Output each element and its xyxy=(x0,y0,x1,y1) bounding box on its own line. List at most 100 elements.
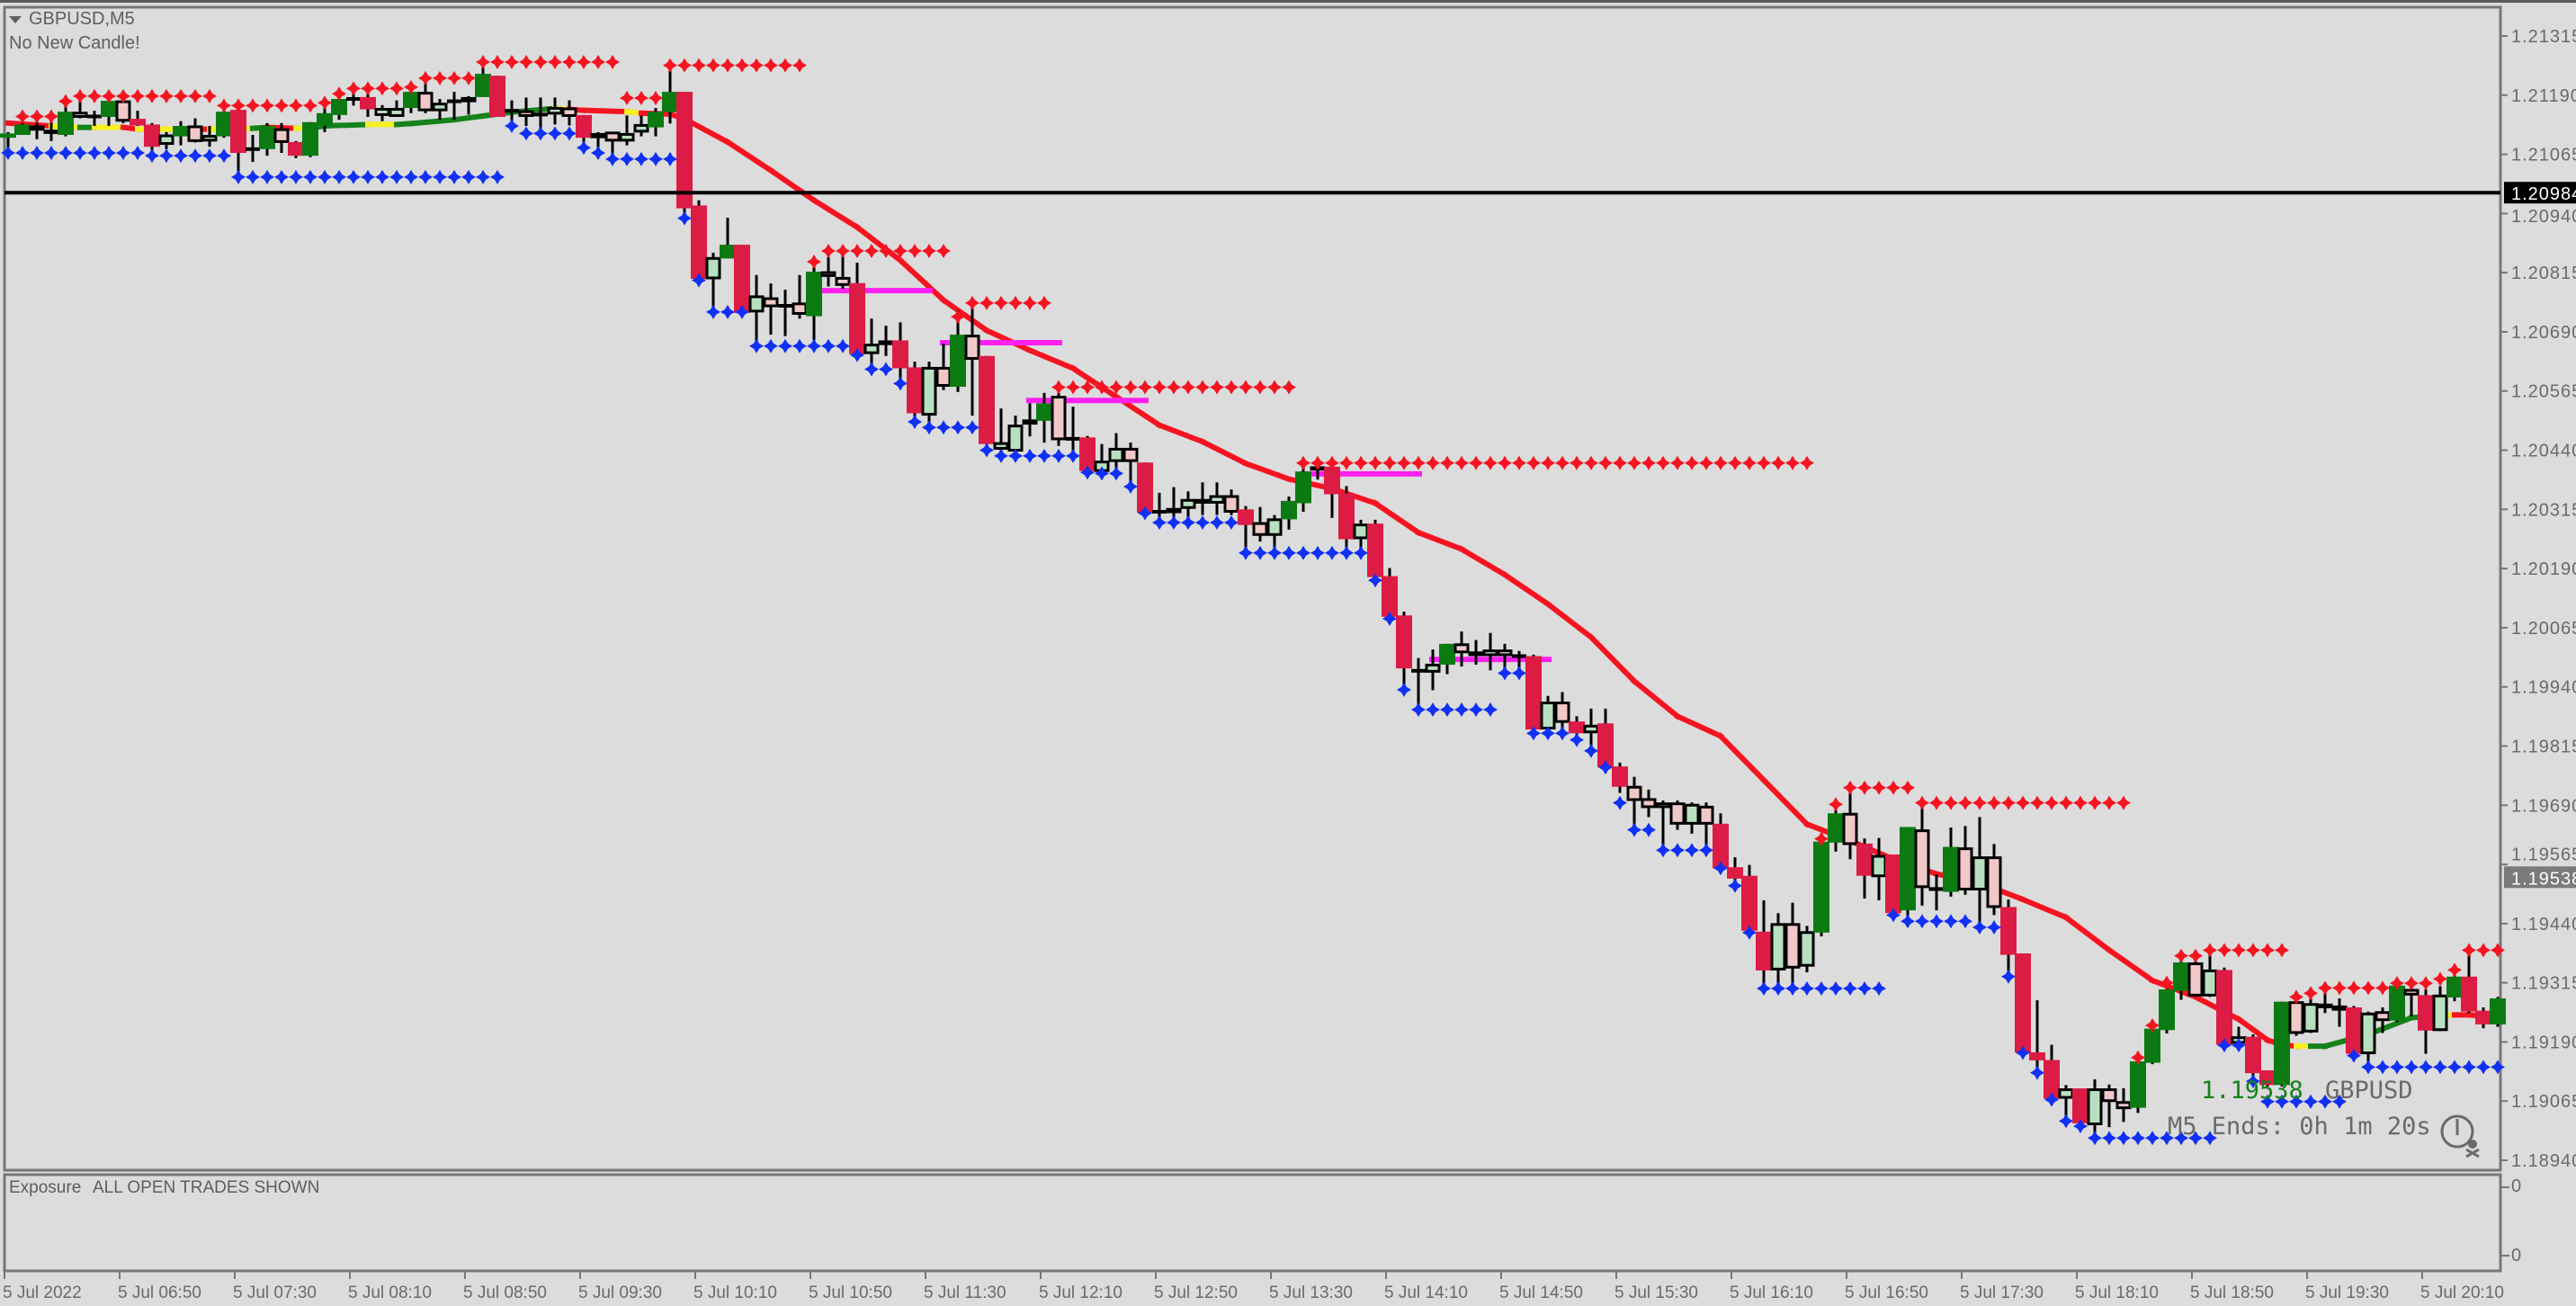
upper-dot xyxy=(663,58,677,73)
lower-dot xyxy=(289,169,303,184)
time-axis-label: 5 Jul 06:50 xyxy=(118,1284,201,1302)
upper-dot xyxy=(44,109,58,124)
candle-body xyxy=(892,340,908,369)
candle-body xyxy=(58,112,74,135)
upper-dot xyxy=(130,88,145,103)
upper-dot xyxy=(1339,455,1354,470)
lower-dot xyxy=(951,420,965,435)
moving-average-segment xyxy=(939,296,991,335)
skull-icon xyxy=(2468,1140,2477,1149)
lower-dot xyxy=(562,126,577,141)
candle xyxy=(1713,813,1729,871)
time-axis-label: 5 Jul 12:10 xyxy=(1039,1284,1123,1302)
upper-dot xyxy=(2375,980,2390,996)
candle xyxy=(2259,1070,2276,1087)
time-axis-label: 5 Jul 17:30 xyxy=(1960,1284,2044,1302)
upper-dot xyxy=(1570,455,1584,470)
candle-body xyxy=(1928,887,1945,891)
lower-dot xyxy=(634,151,648,166)
upper-dot xyxy=(246,98,260,113)
upper-dot xyxy=(922,243,936,258)
candle-body xyxy=(1871,854,1887,878)
candle xyxy=(2432,986,2448,1032)
candle xyxy=(475,66,491,97)
candle xyxy=(964,306,980,416)
lower-dot xyxy=(2116,1131,2131,1146)
lower-dot xyxy=(505,119,519,133)
lower-dot xyxy=(2303,1094,2318,1109)
candle-body xyxy=(1295,471,1311,504)
upper-dot xyxy=(389,81,404,96)
moving-average-segment xyxy=(407,116,458,127)
lower-dot xyxy=(1411,702,1426,717)
candle-body xyxy=(1382,576,1398,617)
lower-dot xyxy=(994,448,1008,463)
time-axis-label: 5 Jul 07:30 xyxy=(233,1284,317,1302)
lower-dot xyxy=(274,169,289,184)
upper-dot xyxy=(260,98,274,113)
time-axis-label: 5 Jul 09:30 xyxy=(578,1284,662,1302)
price-axis-label: 1.20565 xyxy=(2511,382,2576,402)
lower-dot xyxy=(1080,465,1095,480)
candle-body xyxy=(1022,419,1038,425)
candle xyxy=(1382,568,1398,619)
lower-dot xyxy=(2246,1074,2260,1089)
candle-body xyxy=(2461,976,2477,1012)
candle-body xyxy=(935,366,952,387)
dropdown-triangle-icon[interactable] xyxy=(9,15,22,23)
candle-body xyxy=(230,110,246,153)
candle-body xyxy=(1439,643,1455,665)
candle-body xyxy=(734,245,750,313)
candle-body xyxy=(2317,1003,2333,1009)
candle xyxy=(144,122,160,152)
dot-levels xyxy=(1,54,2505,1146)
upper-dot xyxy=(15,109,30,124)
price-axis-label: 1.19315 xyxy=(2511,974,2576,994)
lower-dot xyxy=(58,146,73,160)
candle-body xyxy=(1209,495,1225,504)
upper-dot xyxy=(490,54,505,69)
candle xyxy=(461,95,477,115)
candle-body xyxy=(1842,812,1858,845)
upper-dot xyxy=(1195,380,1210,395)
candle-body xyxy=(518,110,534,117)
candle-body xyxy=(1856,843,1873,876)
candle xyxy=(1813,838,1829,937)
candle xyxy=(1856,838,1873,899)
candle xyxy=(2130,1056,2146,1114)
lower-dot xyxy=(2375,1060,2390,1075)
lower-dot xyxy=(1872,980,1886,996)
candle-body xyxy=(2187,962,2204,997)
symbol-header[interactable]: GBPUSD,M5 xyxy=(9,9,135,30)
candle-body xyxy=(921,366,937,416)
time-axis-label: 5 Jul 10:50 xyxy=(809,1284,892,1302)
candle-body xyxy=(720,245,736,259)
candle xyxy=(1482,632,1498,671)
moving-average-segment xyxy=(1543,600,1596,641)
upper-dot xyxy=(1498,455,1512,470)
upper-dot xyxy=(1167,380,1181,395)
lower-dot xyxy=(1195,515,1210,531)
candle-body xyxy=(201,135,218,142)
candle xyxy=(705,253,721,310)
lower-dot xyxy=(1972,920,1987,935)
candle xyxy=(1885,854,1901,917)
upper-dot xyxy=(1325,455,1339,470)
candle xyxy=(2331,998,2348,1027)
candle-body xyxy=(216,112,232,137)
lower-dot xyxy=(30,146,44,160)
candle-body xyxy=(2159,989,2175,1031)
candle-body xyxy=(950,335,966,387)
candle xyxy=(230,108,246,174)
candle-body xyxy=(2044,1060,2060,1099)
candle-body xyxy=(489,76,505,117)
time-axis-label: 5 Jul 12:50 xyxy=(1154,1284,1238,1302)
lower-dot xyxy=(1742,925,1757,940)
candle-body xyxy=(2432,994,2448,1032)
candle xyxy=(2475,1007,2491,1029)
candle xyxy=(2446,973,2463,1002)
lower-dot xyxy=(1023,448,1037,463)
candle-body xyxy=(1411,668,1426,673)
candle-body xyxy=(87,114,102,119)
